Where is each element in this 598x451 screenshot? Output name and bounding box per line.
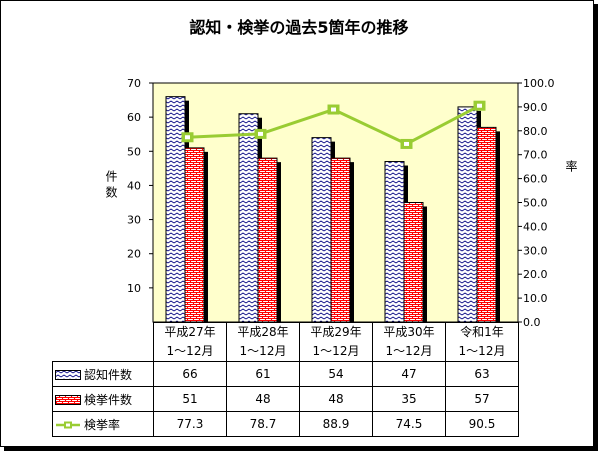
value-cleared-4: 57 [445,386,519,412]
data-table-row-cleared: 検挙件数 51 48 48 35 57 [52,386,519,412]
y2-tick-label: 100.0 [523,77,555,90]
rate-point-center [185,135,190,140]
value-cleared-1: 48 [226,386,300,412]
y2-axis-label: 率 [564,160,578,176]
y2-tick-label: 80.0 [523,125,548,138]
value-cleared-0: 51 [153,386,227,412]
bar-recognized [165,96,186,323]
category-cell-0: 平成27年 1～12月 [153,322,227,362]
value-rate-1: 78.7 [226,411,300,437]
y2-tick-label: 30.0 [523,244,548,257]
value-recognized-2: 54 [299,361,373,387]
category-cell-3: 平成30年 1～12月 [372,322,446,362]
bar-recognized [238,113,259,323]
y-axis-label: 件数 [104,170,118,202]
y2-tick-label: 70.0 [523,149,548,162]
y2-tick-label: 40.0 [523,220,548,233]
value-recognized-1: 61 [226,361,300,387]
y-tick-label: 70 [127,77,141,90]
bar-recognized [311,137,332,323]
rate-point-center [404,141,409,146]
value-recognized-4: 63 [445,361,519,387]
legend-recognized: 認知件数 [52,361,154,387]
bar-cleared [257,157,278,323]
y-tick-label: 20 [127,248,141,261]
y-tick-label: 40 [127,179,141,192]
data-table: 平成27年 1～12月 平成28年 1～12月 平成29年 1～12月 平成30年 1～… [52,322,519,437]
y2-tick-label: 20.0 [523,268,548,281]
data-table-row-recognized: 認知件数 66 61 54 47 63 [52,361,519,387]
y2-tick-label: 10.0 [523,292,548,305]
legend-swatch-recognized [55,370,81,380]
y-tick-label: 30 [127,214,141,227]
bar-cleared [184,147,205,323]
y2-tick-label: 50.0 [523,197,548,210]
value-cleared-2: 48 [299,386,373,412]
category-cell-1: 平成28年 1～12月 [226,322,300,362]
value-rate-4: 90.5 [445,411,519,437]
value-recognized-3: 47 [372,361,446,387]
bar-cleared [403,202,424,323]
value-rate-2: 88.9 [299,411,373,437]
bar-cleared [330,157,351,323]
category-cell-4: 令和1年 1～12月 [445,322,519,362]
y2-tick-label: 90.0 [523,101,548,114]
y-tick-label: 60 [127,111,141,124]
y-tick-label: 10 [127,282,141,295]
value-recognized-0: 66 [153,361,227,387]
y-tick-label: 50 [127,145,141,158]
legend-swatch-cleared [55,395,81,405]
legend-cleared: 検挙件数 [52,386,154,412]
chart-title: 認知・検挙の過去5箇年の推移 [189,18,409,37]
value-cleared-3: 35 [372,386,446,412]
value-rate-3: 74.5 [372,411,446,437]
rate-point-center [258,131,263,136]
bar-cleared [476,126,497,323]
data-table-category-row: 平成27年 1～12月 平成28年 1～12月 平成29年 1～12月 平成30年 1～… [53,322,519,362]
y2-tick-label: 0.0 [523,316,541,329]
rate-point-center [331,107,336,112]
bar-recognized [457,106,478,323]
category-cell-2: 平成29年 1～12月 [299,322,373,362]
data-table-row-rate: 検挙率 77.3 78.7 88.9 74.5 90.5 [52,411,519,437]
legend-rate: 検挙率 [52,411,154,437]
y2-tick-label: 60.0 [523,173,548,186]
bar-recognized [384,161,405,323]
legend-swatch-rate [56,421,80,429]
rate-point-center [477,103,482,108]
value-rate-0: 77.3 [153,411,227,437]
